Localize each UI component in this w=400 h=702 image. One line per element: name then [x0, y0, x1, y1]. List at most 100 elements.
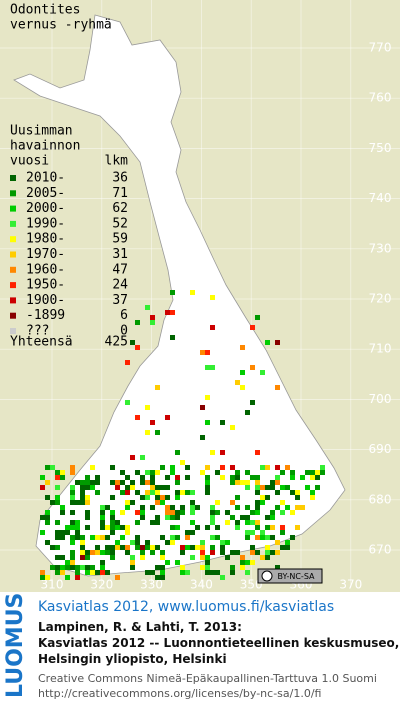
observation — [265, 525, 270, 530]
logo: LUOMUS — [3, 593, 28, 698]
observation — [295, 490, 300, 495]
observation — [170, 525, 175, 530]
observation — [90, 570, 95, 575]
observation — [210, 545, 215, 550]
observation — [175, 535, 180, 540]
observation — [280, 525, 285, 530]
observation — [295, 495, 300, 500]
observation — [60, 570, 65, 575]
observation — [210, 570, 215, 575]
observation — [210, 550, 215, 555]
observation — [290, 470, 295, 475]
observation — [130, 560, 135, 565]
observation — [55, 530, 60, 535]
observation — [160, 495, 165, 500]
observation — [95, 545, 100, 550]
observation — [135, 535, 140, 540]
link[interactable]: Kasviatlas 2012, www.luomus.fi/kasviatla… — [38, 599, 335, 615]
observation — [195, 545, 200, 550]
observation — [200, 540, 205, 545]
observation — [65, 575, 70, 580]
title: vernus -ryhmä — [10, 18, 112, 33]
observation — [260, 555, 265, 560]
observation — [265, 550, 270, 555]
observation — [140, 475, 145, 480]
observation — [165, 540, 170, 545]
observation — [70, 490, 75, 495]
observation — [115, 545, 120, 550]
observation — [245, 410, 250, 415]
observation — [215, 525, 220, 530]
observation — [250, 475, 255, 480]
observation — [265, 485, 270, 490]
legend-heading: lkm — [105, 154, 129, 169]
observation — [125, 475, 130, 480]
observation — [280, 500, 285, 505]
observation — [80, 500, 85, 505]
observation — [290, 475, 295, 480]
observation — [255, 315, 260, 320]
observation — [210, 505, 215, 510]
observation — [80, 490, 85, 495]
observation — [60, 475, 65, 480]
observation — [205, 560, 210, 565]
observation — [140, 480, 145, 485]
observation — [90, 565, 95, 570]
observation — [85, 485, 90, 490]
observation — [165, 310, 170, 315]
observation — [125, 550, 130, 555]
observation — [75, 480, 80, 485]
observation — [285, 545, 290, 550]
observation — [240, 565, 245, 570]
observation — [280, 530, 285, 535]
observation — [80, 550, 85, 555]
observation — [255, 510, 260, 515]
observation — [205, 570, 210, 575]
observation — [170, 310, 175, 315]
observation — [55, 475, 60, 480]
observation — [130, 480, 135, 485]
observation — [125, 400, 130, 405]
observation — [255, 480, 260, 485]
grid-label: 320 — [90, 578, 113, 592]
observation — [250, 530, 255, 535]
grid-label: 370 — [339, 578, 362, 592]
observation — [195, 525, 200, 530]
observation — [165, 495, 170, 500]
observation — [150, 570, 155, 575]
observation — [320, 470, 325, 475]
observation — [85, 495, 90, 500]
observation — [240, 515, 245, 520]
observation — [190, 555, 195, 560]
legend-label: 1950- — [26, 278, 65, 293]
license: http://creativecommons.org/licenses/by-n… — [38, 687, 322, 700]
legend-count: 0 — [120, 324, 128, 339]
observation — [150, 480, 155, 485]
observation — [85, 550, 90, 555]
observation — [80, 535, 85, 540]
observation — [235, 380, 240, 385]
observation — [70, 485, 75, 490]
grid-label: 750 — [369, 141, 392, 155]
observation — [65, 565, 70, 570]
legend-count: 24 — [112, 278, 128, 293]
observation — [260, 500, 265, 505]
observation — [185, 475, 190, 480]
observation — [160, 500, 165, 505]
legend-label: 2000- — [26, 201, 65, 216]
observation — [275, 480, 280, 485]
observation — [160, 465, 165, 470]
observation — [200, 405, 205, 410]
observation — [170, 540, 175, 545]
legend-count: 36 — [112, 171, 128, 186]
observation — [275, 505, 280, 510]
observation — [205, 395, 210, 400]
observation — [270, 480, 275, 485]
observation — [160, 550, 165, 555]
observation — [270, 485, 275, 490]
observation — [220, 550, 225, 555]
observation — [40, 515, 45, 520]
observation — [135, 510, 140, 515]
observation — [40, 530, 45, 535]
observation — [115, 480, 120, 485]
